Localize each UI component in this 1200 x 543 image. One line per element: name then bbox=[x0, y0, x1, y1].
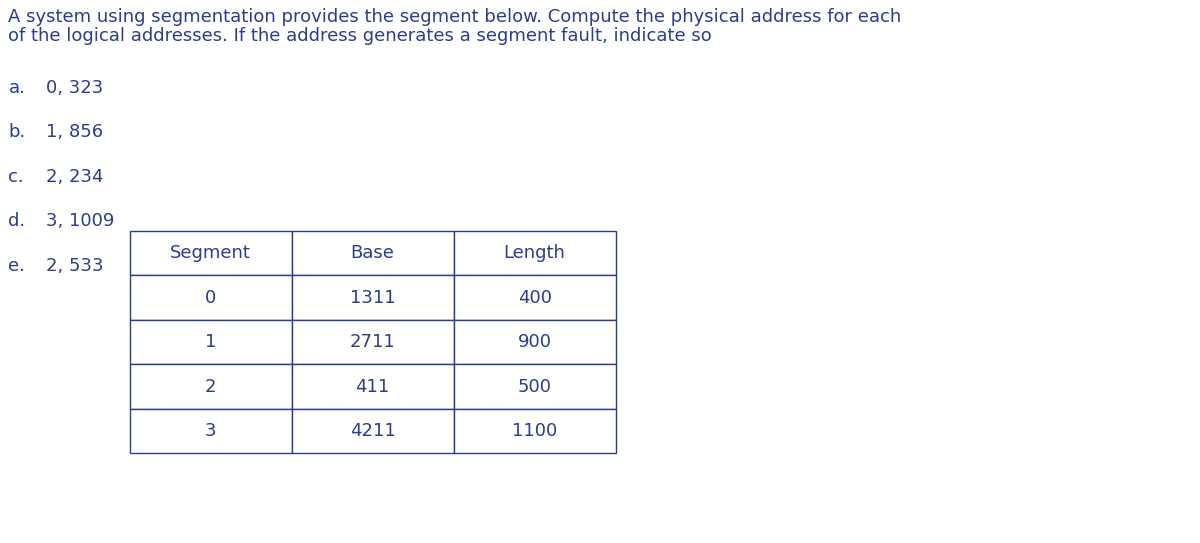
Text: A system using segmentation provides the segment below. Compute the physical add: A system using segmentation provides the… bbox=[8, 8, 901, 26]
Text: 2711: 2711 bbox=[349, 333, 396, 351]
Text: 2, 234: 2, 234 bbox=[46, 168, 103, 186]
Text: 411: 411 bbox=[355, 377, 390, 396]
Bar bbox=[454, 275, 616, 320]
Text: Base: Base bbox=[350, 244, 395, 262]
Bar bbox=[130, 275, 292, 320]
Bar bbox=[292, 231, 454, 275]
Bar bbox=[454, 320, 616, 364]
Bar bbox=[292, 275, 454, 320]
Text: 500: 500 bbox=[517, 377, 552, 396]
Text: 4211: 4211 bbox=[349, 422, 396, 440]
Text: 1311: 1311 bbox=[349, 288, 396, 307]
Bar bbox=[454, 409, 616, 453]
Text: 1: 1 bbox=[205, 333, 216, 351]
Text: 1, 856: 1, 856 bbox=[46, 123, 103, 141]
Text: 2, 533: 2, 533 bbox=[46, 257, 103, 275]
Text: e.: e. bbox=[8, 257, 25, 275]
Text: 0: 0 bbox=[205, 288, 216, 307]
Text: 900: 900 bbox=[517, 333, 552, 351]
Text: of the logical addresses. If the address generates a segment fault, indicate so: of the logical addresses. If the address… bbox=[8, 27, 712, 45]
Text: 0, 323: 0, 323 bbox=[46, 79, 103, 97]
Bar bbox=[292, 320, 454, 364]
Text: a.: a. bbox=[8, 79, 25, 97]
Bar bbox=[292, 364, 454, 409]
Bar bbox=[130, 320, 292, 364]
Text: 2: 2 bbox=[205, 377, 216, 396]
Text: 3, 1009: 3, 1009 bbox=[46, 212, 114, 230]
Bar bbox=[454, 364, 616, 409]
Text: b.: b. bbox=[8, 123, 25, 141]
Bar bbox=[454, 231, 616, 275]
Bar bbox=[130, 409, 292, 453]
Bar bbox=[130, 364, 292, 409]
Text: Segment: Segment bbox=[170, 244, 251, 262]
Bar bbox=[130, 231, 292, 275]
Text: Length: Length bbox=[504, 244, 565, 262]
Text: 3: 3 bbox=[205, 422, 216, 440]
Text: d.: d. bbox=[8, 212, 25, 230]
Text: c.: c. bbox=[8, 168, 24, 186]
Text: 1100: 1100 bbox=[512, 422, 557, 440]
Bar bbox=[292, 409, 454, 453]
Text: 400: 400 bbox=[517, 288, 552, 307]
